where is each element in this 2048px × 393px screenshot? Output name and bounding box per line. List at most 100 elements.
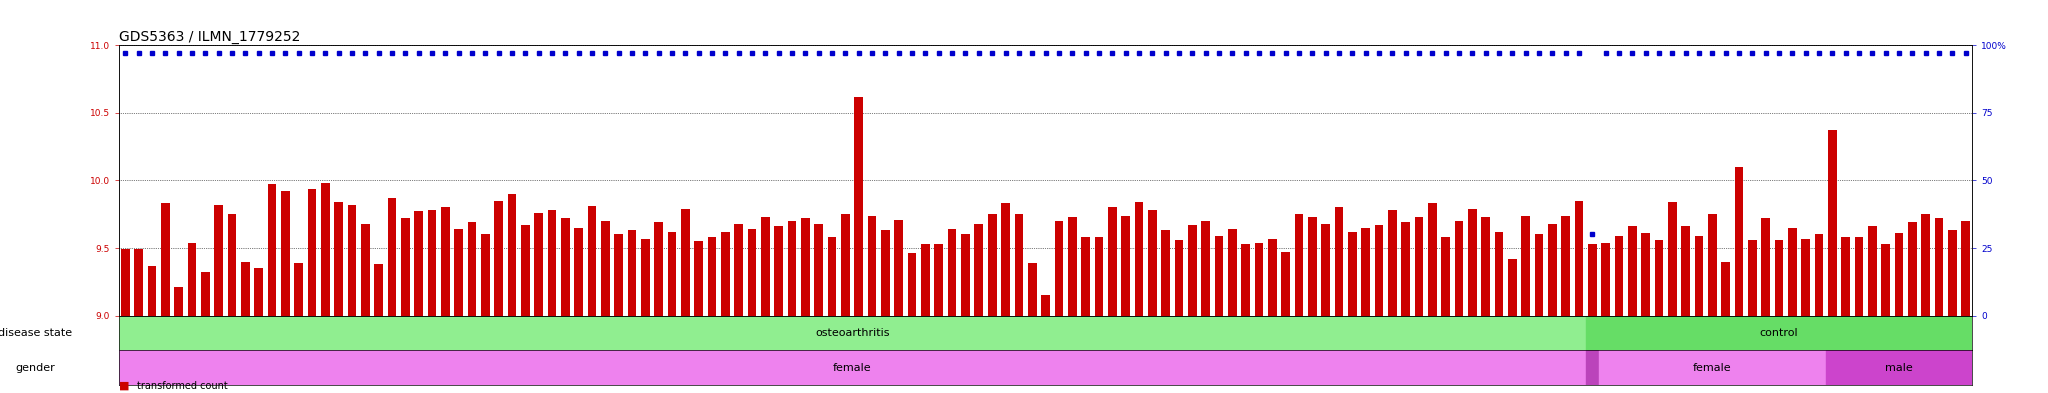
Bar [1481, 217, 1489, 316]
Bar [1761, 218, 1769, 316]
Bar [334, 202, 344, 316]
Bar [1309, 217, 1317, 316]
Bar [668, 232, 676, 316]
Bar [1599, 351, 1825, 385]
Text: osteoarthritis: osteoarthritis [815, 328, 889, 338]
Bar [508, 194, 516, 316]
Bar [975, 224, 983, 316]
Bar [842, 214, 850, 316]
Bar [1602, 242, 1610, 316]
Bar [295, 263, 303, 316]
Bar [121, 249, 129, 316]
Bar [494, 201, 504, 316]
Bar [1495, 232, 1503, 316]
Bar [520, 225, 530, 316]
Bar [1161, 230, 1169, 316]
Bar [1214, 236, 1223, 316]
Bar [1681, 226, 1690, 316]
Bar [907, 253, 918, 316]
Bar [254, 268, 262, 316]
Bar [1815, 235, 1823, 316]
Bar [1389, 210, 1397, 316]
Bar [1841, 237, 1849, 316]
Bar [682, 209, 690, 316]
Bar [948, 229, 956, 316]
Bar [1534, 235, 1544, 316]
Bar [1120, 215, 1130, 316]
Bar [1348, 232, 1356, 316]
Bar [135, 249, 143, 316]
Bar [322, 183, 330, 316]
Bar [1014, 214, 1024, 316]
Bar [575, 228, 584, 316]
Bar [348, 205, 356, 316]
Bar [1788, 228, 1796, 316]
Bar [1585, 351, 1599, 385]
Bar [922, 244, 930, 316]
Bar [641, 239, 649, 316]
Bar [1921, 214, 1929, 316]
Bar [1255, 242, 1264, 316]
Bar [215, 205, 223, 316]
Bar [307, 189, 317, 316]
Bar [1241, 244, 1249, 316]
Bar [1948, 230, 1956, 316]
Bar [1468, 209, 1477, 316]
Bar [1028, 263, 1036, 316]
Text: male: male [1884, 363, 1913, 373]
Bar [119, 351, 1585, 385]
Bar [1040, 295, 1051, 316]
Bar [694, 241, 702, 316]
Bar [1868, 226, 1876, 316]
Bar [854, 97, 862, 316]
Bar [1747, 240, 1757, 316]
Bar [868, 215, 877, 316]
Bar [268, 184, 276, 316]
Bar [440, 208, 451, 316]
Bar [428, 210, 436, 316]
Bar [1800, 239, 1810, 316]
Bar [602, 221, 610, 316]
Text: female: female [1694, 363, 1731, 373]
Bar [1374, 225, 1382, 316]
Bar [1415, 217, 1423, 316]
Text: control: control [1759, 328, 1798, 338]
Bar [815, 224, 823, 316]
Bar [774, 226, 782, 316]
Bar [788, 221, 797, 316]
Bar [1909, 222, 1917, 316]
Bar [481, 235, 489, 316]
Bar [1362, 228, 1370, 316]
Bar [1282, 252, 1290, 316]
Bar [748, 229, 756, 316]
Bar [561, 218, 569, 316]
Bar [827, 237, 836, 316]
Text: ■: ■ [119, 381, 129, 391]
Bar [1135, 202, 1143, 316]
Bar [1055, 221, 1063, 316]
Bar [895, 220, 903, 316]
Bar [174, 287, 182, 316]
Bar [987, 214, 997, 316]
Bar [735, 224, 743, 316]
Bar [1614, 236, 1624, 316]
Bar [401, 218, 410, 316]
Bar [762, 217, 770, 316]
Bar [242, 261, 250, 316]
Bar [1108, 208, 1116, 316]
Bar [655, 222, 664, 316]
Bar [1882, 244, 1890, 316]
Bar [1774, 240, 1784, 316]
Bar [1585, 316, 1972, 351]
Bar [1067, 217, 1077, 316]
Bar [162, 204, 170, 316]
Bar [1442, 237, 1450, 316]
Bar [1720, 261, 1731, 316]
Bar [1694, 236, 1704, 316]
Bar [1427, 204, 1436, 316]
Bar [1094, 237, 1104, 316]
Bar [1667, 202, 1677, 316]
Bar [1548, 224, 1556, 316]
Bar [1825, 351, 1972, 385]
Bar [1855, 237, 1864, 316]
